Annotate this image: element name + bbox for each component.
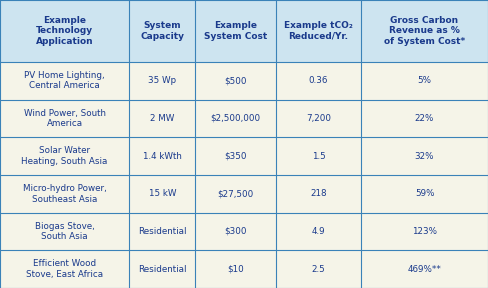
Text: Residential: Residential <box>138 227 186 236</box>
Text: 469%**: 469%** <box>407 265 442 274</box>
Bar <box>276 250 361 288</box>
Bar <box>361 175 488 213</box>
Text: 2.5: 2.5 <box>311 265 325 274</box>
Text: Solar Water
Heating, South Asia: Solar Water Heating, South Asia <box>21 146 108 166</box>
Text: 1.5: 1.5 <box>311 151 325 161</box>
Bar <box>195 213 276 250</box>
Bar <box>361 100 488 137</box>
Bar <box>195 62 276 100</box>
Bar <box>129 62 195 100</box>
Bar <box>0 213 129 250</box>
Text: 5%: 5% <box>418 76 431 85</box>
Bar <box>195 137 276 175</box>
Bar <box>195 0 276 62</box>
Bar <box>276 0 361 62</box>
Bar <box>276 175 361 213</box>
Text: Gross Carbon
Revenue as %
of System Cost*: Gross Carbon Revenue as % of System Cost… <box>384 16 465 46</box>
Bar <box>361 250 488 288</box>
Bar <box>129 250 195 288</box>
Text: 35 Wp: 35 Wp <box>148 76 176 85</box>
Text: 218: 218 <box>310 189 327 198</box>
Bar <box>0 250 129 288</box>
Text: $300: $300 <box>224 227 247 236</box>
Bar <box>0 175 129 213</box>
Text: Biogas Stove,
South Asia: Biogas Stove, South Asia <box>35 222 95 241</box>
Bar <box>0 62 129 100</box>
Bar <box>129 175 195 213</box>
Text: 15 kW: 15 kW <box>148 189 176 198</box>
Bar <box>195 175 276 213</box>
Text: 123%: 123% <box>412 227 437 236</box>
Text: PV Home Lighting,
Central America: PV Home Lighting, Central America <box>24 71 105 90</box>
Text: 4.9: 4.9 <box>312 227 325 236</box>
Bar <box>276 100 361 137</box>
Bar <box>0 0 129 62</box>
Text: 22%: 22% <box>415 114 434 123</box>
Text: Example tCO₂
Reduced/Yr.: Example tCO₂ Reduced/Yr. <box>284 21 353 41</box>
Text: 32%: 32% <box>415 151 434 161</box>
Text: 1.4 kWth: 1.4 kWth <box>143 151 182 161</box>
Bar <box>361 0 488 62</box>
Text: $500: $500 <box>224 76 247 85</box>
Text: Residential: Residential <box>138 265 186 274</box>
Bar <box>0 100 129 137</box>
Bar <box>0 137 129 175</box>
Text: Wind Power, South
America: Wind Power, South America <box>23 109 106 128</box>
Bar <box>276 213 361 250</box>
Text: $27,500: $27,500 <box>217 189 254 198</box>
Text: 7,200: 7,200 <box>306 114 331 123</box>
Text: System
Capacity: System Capacity <box>140 21 184 41</box>
Bar <box>276 137 361 175</box>
Bar <box>361 213 488 250</box>
Text: 59%: 59% <box>415 189 434 198</box>
Bar <box>361 62 488 100</box>
Bar <box>129 0 195 62</box>
Text: $2,500,000: $2,500,000 <box>210 114 261 123</box>
Text: Micro-hydro Power,
Southeast Asia: Micro-hydro Power, Southeast Asia <box>23 184 106 204</box>
Bar <box>129 137 195 175</box>
Bar <box>195 250 276 288</box>
Text: 0.36: 0.36 <box>309 76 328 85</box>
Text: $10: $10 <box>227 265 244 274</box>
Bar <box>129 100 195 137</box>
Text: Example
System Cost: Example System Cost <box>204 21 267 41</box>
Text: $350: $350 <box>224 151 247 161</box>
Bar <box>195 100 276 137</box>
Bar <box>129 213 195 250</box>
Text: 2 MW: 2 MW <box>150 114 174 123</box>
Text: Example
Technology
Application: Example Technology Application <box>36 16 94 46</box>
Bar <box>276 62 361 100</box>
Bar <box>361 137 488 175</box>
Text: Efficient Wood
Stove, East Africa: Efficient Wood Stove, East Africa <box>26 259 103 279</box>
